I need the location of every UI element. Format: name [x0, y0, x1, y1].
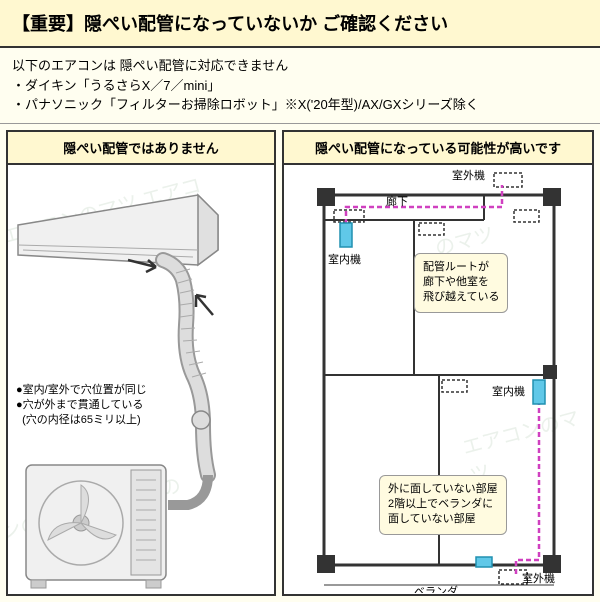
left-notes: ●室内/室外で穴位置が同じ ●穴が外まで貫通している (穴の内径は65ミリ以上) [16, 383, 147, 429]
panels-container: 隠ぺい配管ではありません エアコンのマツ エアコ コンのマツ エアコンの [0, 124, 600, 602]
warning-line2: ・ダイキン「うるさらX／7／mini」 [12, 76, 588, 96]
label-outdoor2: 室外機 [522, 570, 555, 586]
callout2-l3: 面していない部屋 [388, 512, 498, 527]
label-corridor: 廊下 [386, 193, 408, 209]
note2: ●穴が外まで貫通している [16, 398, 147, 413]
label-indoor1: 室内機 [328, 251, 361, 267]
title-text: 【重要】隠ぺい配管になっていないか ご確認ください [12, 14, 448, 34]
callout1-l3: 飛び越えている [423, 290, 499, 305]
left-header: 隠ぺい配管ではありません [8, 132, 274, 165]
callout-room-type: 外に面していない部屋 2階以上でベランダに 面していない部屋 [379, 475, 507, 535]
panel-possibly-hidden: 隠ぺい配管になっている可能性が高いです のマツ エアコンのマツ [282, 130, 594, 596]
note3: (穴の内径は65ミリ以上) [16, 413, 147, 428]
right-body: のマツ エアコンのマツ [284, 165, 592, 593]
warning-box: 以下のエアコンは 隠ぺい配管に対応できません ・ダイキン「うるさらX／7／min… [0, 48, 600, 124]
callout1-l1: 配管ルートが [423, 260, 499, 275]
callout-pipe-route: 配管ルートが 廊下や他室を 飛び越えている [414, 253, 508, 313]
title-bar: 【重要】隠ぺい配管になっていないか ご確認ください [0, 0, 600, 48]
label-indoor2: 室内機 [492, 383, 525, 399]
panel-not-hidden: 隠ぺい配管ではありません エアコンのマツ エアコ コンのマツ エアコンの [6, 130, 276, 596]
callout2-l2: 2階以上でベランダに [388, 497, 498, 512]
warning-line3: ・パナソニック「フィルターお掃除ロボット」※X('20年型)/AX/GXシリーズ… [12, 95, 588, 115]
label-balcony: ベランダ [414, 583, 458, 593]
note1: ●室内/室外で穴位置が同じ [16, 383, 147, 398]
aircon-illustration [8, 165, 274, 593]
right-header: 隠ぺい配管になっている可能性が高いです [284, 132, 592, 165]
callout2-l1: 外に面していない部屋 [388, 482, 498, 497]
warning-line1: 以下のエアコンは 隠ぺい配管に対応できません [12, 56, 588, 76]
label-outdoor1: 室外機 [452, 167, 485, 183]
left-body: エアコンのマツ エアコ コンのマツ エアコンの [8, 165, 274, 593]
callout1-l2: 廊下や他室を [423, 275, 499, 290]
